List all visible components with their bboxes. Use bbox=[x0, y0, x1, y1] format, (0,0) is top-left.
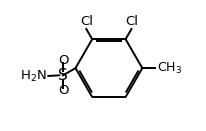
Text: S: S bbox=[58, 68, 68, 83]
Text: Cl: Cl bbox=[125, 15, 138, 28]
Text: CH$_3$: CH$_3$ bbox=[157, 61, 182, 76]
Text: O: O bbox=[58, 84, 68, 97]
Text: O: O bbox=[58, 54, 68, 67]
Text: H$_2$N: H$_2$N bbox=[20, 68, 47, 84]
Text: Cl: Cl bbox=[80, 15, 93, 28]
